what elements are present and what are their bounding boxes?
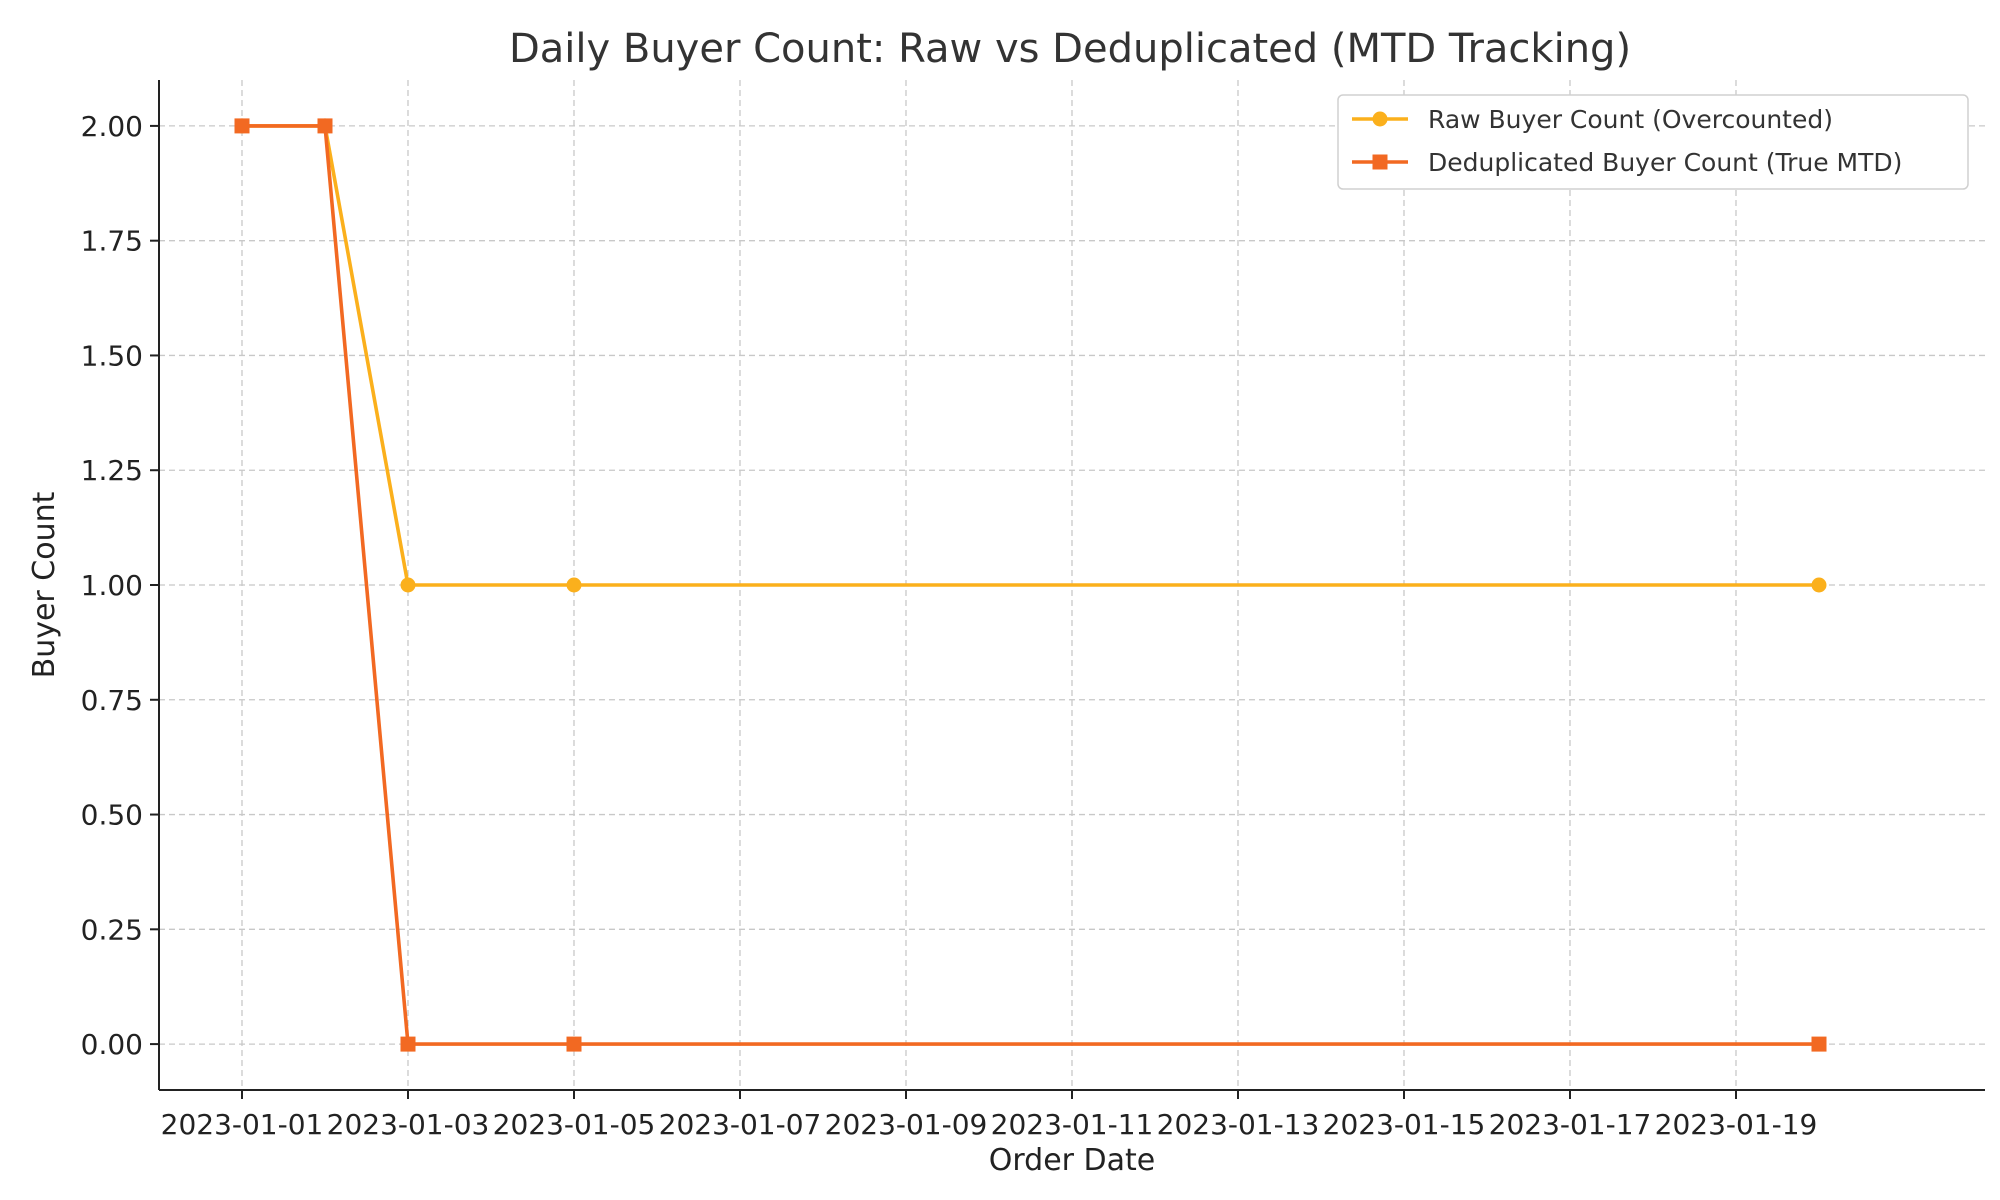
series-layer (234, 118, 1827, 1052)
data-point-square (1811, 1036, 1827, 1052)
x-tick-label: 2023-01-17 (1489, 1108, 1652, 1141)
x-tick-label: 2023-01-15 (1323, 1108, 1486, 1141)
y-tick-label: 1.75 (81, 225, 143, 258)
data-point-square (566, 1036, 582, 1052)
x-tick-label: 2023-01-19 (1655, 1108, 1818, 1141)
x-tick-label: 2023-01-01 (161, 1108, 324, 1141)
legend-entry: Raw Buyer Count (Overcounted) (1352, 105, 1833, 134)
y-tick-label: 0.50 (81, 799, 143, 832)
data-point-square (234, 118, 250, 134)
data-point-square (400, 1036, 416, 1052)
legend: Raw Buyer Count (Overcounted) Deduplicate… (1337, 94, 1969, 190)
chart-title: Daily Buyer Count: Raw vs Deduplicated (… (509, 26, 1631, 72)
legend-label: Raw Buyer Count (Overcounted) (1428, 105, 1833, 134)
y-tick-label: 0.25 (81, 913, 143, 946)
data-point-circle (566, 577, 582, 593)
y-tick-label: 1.50 (81, 339, 143, 372)
x-tick-label: 2023-01-07 (659, 1108, 822, 1141)
data-point-circle (400, 577, 416, 593)
series-2 (234, 118, 1827, 1052)
legend-marker-circle (1372, 111, 1388, 127)
x-tick-label: 2023-01-13 (1157, 1108, 1320, 1141)
legend-label: Deduplicated Buyer Count (True MTD) (1428, 148, 1902, 177)
data-point-circle (1811, 577, 1827, 593)
x-axis-label: Order Date (989, 1143, 1156, 1178)
data-point-square (317, 118, 333, 134)
y-tick-label: 0.00 (81, 1028, 143, 1061)
x-tick-label: 2023-01-11 (991, 1108, 1154, 1141)
legend-box (1337, 94, 1969, 190)
ticks: 0.00 0.25 0.50 0.75 1.00 1.25 1.50 1.75 2.00 2023… (81, 110, 1818, 1141)
x-tick-label: 2023-01-05 (493, 1108, 656, 1141)
x-tick-label: 2023-01-09 (825, 1108, 988, 1141)
x-tick-label: 2023-01-03 (327, 1108, 490, 1141)
y-tick-label: 2.00 (81, 110, 143, 143)
y-tick-label: 1.00 (81, 569, 143, 602)
legend-marker-square (1372, 154, 1388, 170)
y-tick-label: 0.75 (81, 684, 143, 717)
y-axis-label: Buyer Count (27, 491, 62, 678)
legend-entry: Deduplicated Buyer Count (True MTD) (1352, 148, 1902, 177)
y-tick-label: 1.25 (81, 454, 143, 487)
